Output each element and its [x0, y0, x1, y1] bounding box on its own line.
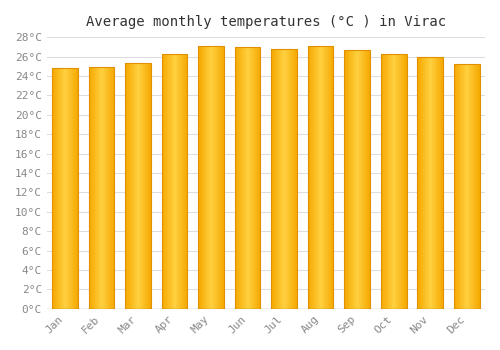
Bar [344, 50, 370, 309]
Bar [272, 49, 297, 309]
Title: Average monthly temperatures (°C ) in Virac: Average monthly temperatures (°C ) in Vi… [86, 15, 446, 29]
Bar [308, 46, 334, 309]
Bar [162, 54, 188, 309]
Bar [418, 57, 443, 309]
Bar [454, 64, 479, 309]
Bar [198, 46, 224, 309]
Bar [126, 63, 151, 309]
Bar [235, 47, 260, 309]
Bar [52, 68, 78, 309]
Bar [381, 54, 406, 309]
Bar [89, 67, 114, 309]
